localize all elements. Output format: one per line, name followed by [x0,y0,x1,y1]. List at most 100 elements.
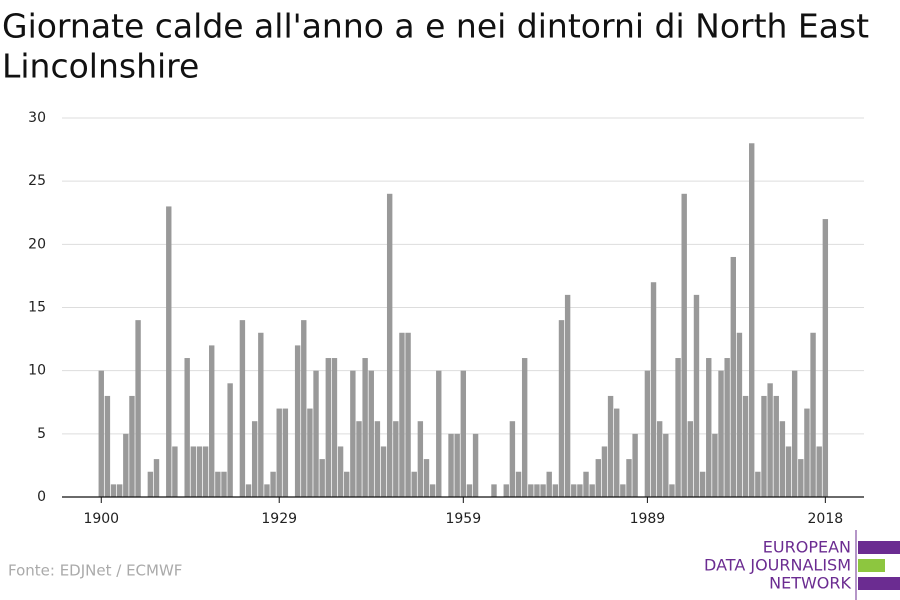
bar [393,421,399,497]
source: Fonte: EDJNet / ECMWF [8,562,182,580]
bar [350,370,356,497]
bar [798,459,804,497]
bar [626,459,632,497]
bar [718,370,724,497]
bar [454,433,460,497]
bar [779,421,786,497]
bar [589,484,595,497]
bar [196,446,203,497]
bar [699,471,706,497]
bar [736,332,743,497]
bar [227,383,233,497]
bar [816,446,822,497]
bar [123,433,129,497]
bar [405,332,411,497]
bar [552,484,559,497]
bar [632,433,638,497]
bar [571,484,577,497]
bar [681,193,687,498]
bar [374,421,381,497]
bar [558,320,565,497]
bar [730,256,736,497]
bar [239,320,246,497]
bar [509,421,516,497]
bar [337,446,344,497]
bar [564,294,571,497]
chart-title: Giornate calde all'anno a e nei dintorni… [2,7,869,46]
bar [687,421,694,497]
bar [528,484,534,497]
bar [742,395,749,497]
bar [755,471,761,497]
bar [344,471,350,497]
bar [761,395,767,497]
bar [98,370,104,497]
bar [264,484,270,497]
logo-text: DATA JOURNALISM [704,556,851,575]
bar [380,446,387,497]
bar [129,395,135,497]
bar [712,433,718,497]
bar [209,345,215,497]
bar [669,484,675,497]
bar [331,358,338,497]
bar [368,370,374,497]
bar [184,358,190,497]
bar [104,395,111,497]
bar [601,446,608,497]
x-tick-label: 1929 [261,511,297,527]
y-tick-label: 30 [28,110,46,126]
y-tick-label: 15 [28,300,46,316]
bar [423,459,430,497]
bar [706,358,712,497]
y-tick-label: 20 [28,236,46,252]
bar [546,471,552,497]
bar [644,370,651,497]
bar [135,320,141,497]
bar [429,484,436,497]
bar [540,484,546,497]
bar [773,395,779,497]
bar [724,358,730,497]
bar [804,408,810,497]
bar [399,332,405,497]
bar [650,282,657,497]
x-tick-label: 1900 [83,511,119,527]
logo-bar [858,577,900,590]
bar [656,421,663,497]
x-tick-label: 1959 [445,511,481,527]
bar [822,219,829,498]
x-tick-label: 2018 [808,511,844,527]
bar [356,421,362,497]
bar [258,332,264,497]
x-tick-label: 1989 [630,511,666,527]
bar [301,320,307,497]
bar [276,408,282,497]
logo-text: EUROPEAN [763,538,851,557]
logo-text: NETWORK [769,574,851,593]
bar [614,408,620,497]
bar [472,433,479,497]
bar [411,471,417,497]
bar [325,358,332,497]
y-tick-label: 10 [28,363,46,379]
bar [767,383,773,497]
y-tick-label: 25 [28,173,46,189]
bar [307,408,313,497]
bar [294,345,301,497]
bar [110,484,117,497]
y-tick-label: 5 [37,426,46,442]
logo-bar [858,559,885,572]
logo-bar [858,541,900,554]
bar [270,471,276,497]
bar [515,471,522,497]
bar [417,421,424,497]
bar [810,332,816,497]
bar [153,459,160,497]
bar [282,408,289,497]
bar [172,446,178,497]
bar [491,484,497,497]
bar [202,446,209,497]
bar [521,358,528,497]
